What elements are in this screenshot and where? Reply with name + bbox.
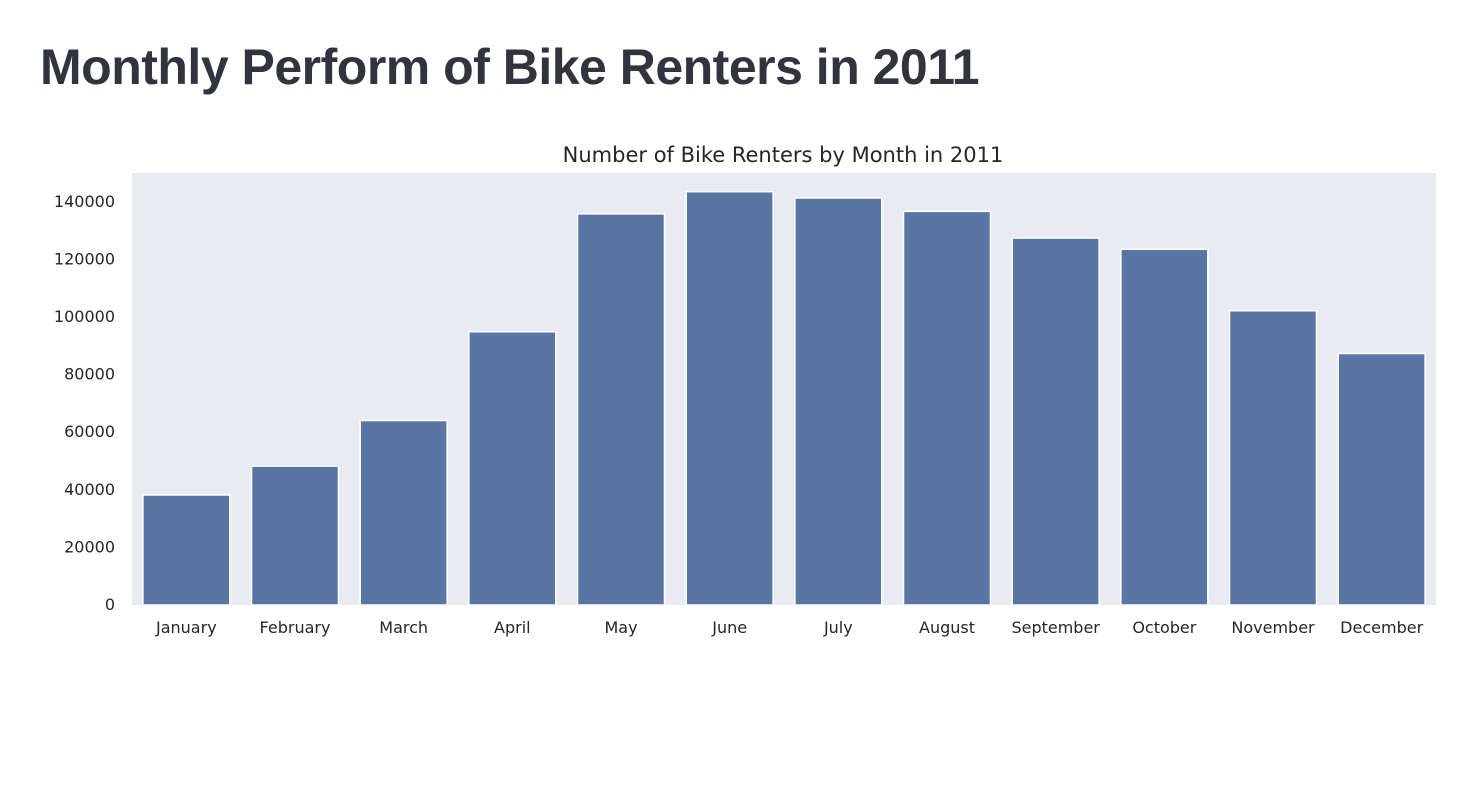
bar-october [1120,248,1209,606]
plot-area [132,173,1436,605]
y-tick-label: 140000 [54,192,115,211]
chart-title: Number of Bike Renters by Month in 2011 [563,143,1004,167]
y-tick-label: 0 [105,595,115,614]
x-tick-label: December [1340,618,1423,637]
bar-may [576,213,666,606]
x-axis-ticks: January February March April May June July Augu… [155,618,1424,637]
x-tick-label: May [604,618,637,637]
x-tick-label: March [379,618,428,637]
x-tick-label: August [919,618,975,637]
x-tick-label: April [494,618,531,637]
bar-august [902,210,992,606]
y-tick-label: 100000 [54,307,115,326]
y-tick-label: 20000 [64,537,115,556]
y-tick-label: 60000 [64,422,115,441]
x-tick-label: July [823,618,853,637]
page-title: Monthly Perform of Bike Renters in 2011 [40,39,980,95]
bar-july [794,197,883,606]
x-tick-label: January [155,618,217,637]
x-tick-label: September [1011,618,1100,637]
x-tick-label: November [1231,618,1315,637]
y-tick-label: 40000 [64,480,115,499]
bar-september [1011,237,1100,606]
y-axis-ticks: 0 20000 40000 60000 80000 100000 120000 140000 [54,192,115,614]
y-tick-label: 80000 [64,365,115,384]
bar-november [1228,310,1318,606]
x-tick-label: October [1132,618,1196,637]
bar-february [250,465,340,606]
bar-january [142,494,231,606]
bar-april [468,331,557,606]
bar-december [1337,352,1426,606]
x-tick-label: February [260,618,331,637]
bar-march [359,419,448,606]
bar-june [685,190,774,606]
bars-layer [142,190,1426,606]
x-tick-label: June [711,618,747,637]
y-tick-label: 120000 [54,249,115,268]
